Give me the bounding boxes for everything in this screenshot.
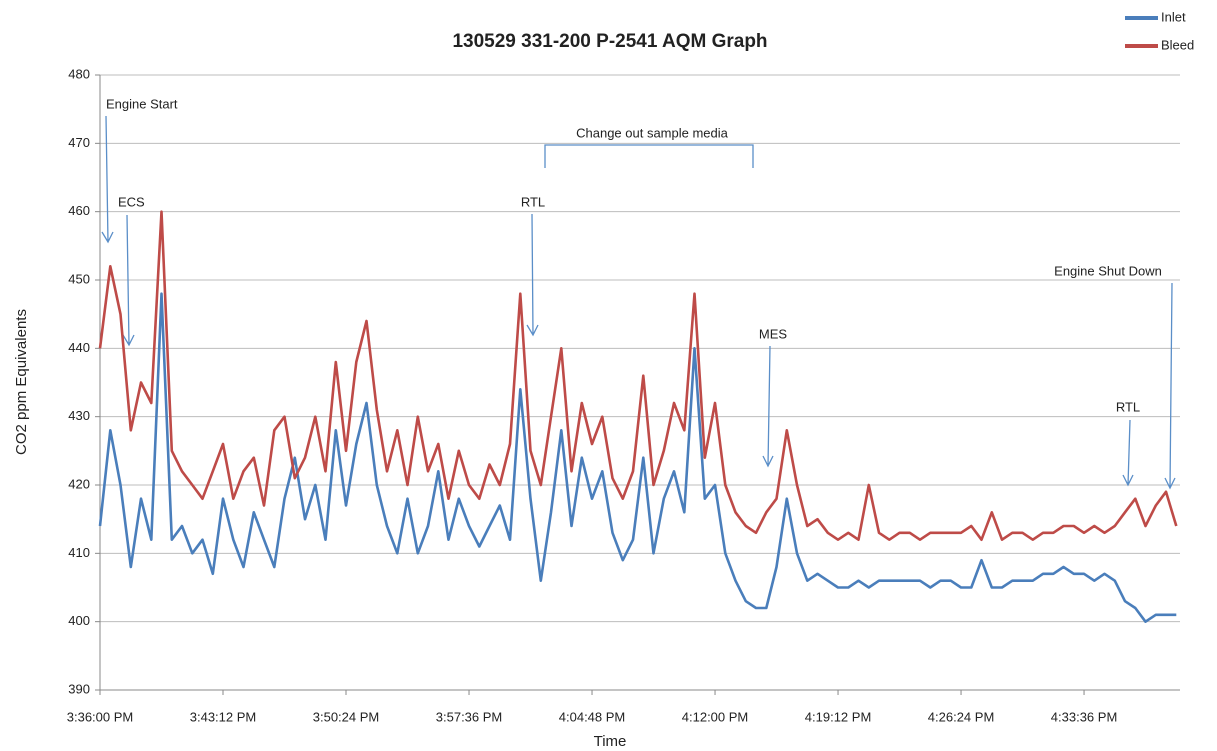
annotation-arrow <box>122 214 135 347</box>
annotation: RTL <box>521 194 545 209</box>
annotation: Change out sample media <box>576 125 729 140</box>
annotation: ECS <box>118 194 145 209</box>
y-tick-label: 420 <box>68 476 90 491</box>
line-series <box>98 210 1178 541</box>
x-tick-label: 4:04:48 PM <box>559 709 626 724</box>
annotation: MES <box>759 326 788 341</box>
y-tick-label: 390 <box>68 681 90 696</box>
y-tick-label: 460 <box>68 203 90 218</box>
annotation: Engine Start <box>106 96 178 111</box>
x-tick-label: 4:33:36 PM <box>1051 709 1118 724</box>
x-tick-label: 4:19:12 PM <box>805 709 872 724</box>
y-axis-label: CO2 ppm Equivalents <box>13 309 30 455</box>
legend-label: Bleed <box>1161 37 1194 52</box>
annotation-arrow <box>101 115 114 244</box>
x-tick-label: 4:26:24 PM <box>928 709 995 724</box>
y-tick-label: 410 <box>68 545 90 560</box>
y-tick-label: 440 <box>68 340 90 355</box>
y-tick-label: 470 <box>68 135 90 150</box>
x-tick-label: 3:43:12 PM <box>190 709 257 724</box>
line-series <box>98 292 1177 623</box>
y-tick-label: 480 <box>68 66 90 81</box>
legend-label: Inlet <box>1161 9 1186 24</box>
x-tick-label: 4:12:00 PM <box>682 709 749 724</box>
annotation-arrow <box>762 345 774 468</box>
annotation: RTL <box>1116 399 1140 414</box>
y-tick-label: 430 <box>68 408 90 423</box>
annotation-arrow <box>1164 282 1176 490</box>
x-tick-label: 3:36:00 PM <box>67 709 134 724</box>
annotation-arrow <box>1122 419 1134 487</box>
y-tick-label: 450 <box>68 271 90 286</box>
chart-title: 130529 331-200 P-2541 AQM Graph <box>452 31 767 52</box>
annotation-bracket <box>544 144 754 168</box>
y-tick-label: 400 <box>68 613 90 628</box>
annotation-arrow <box>526 213 539 337</box>
annotations: Engine Start ECS RTL Change out sample m… <box>101 96 1176 490</box>
x-axis-label: Time <box>594 733 627 750</box>
x-tick-label: 3:57:36 PM <box>436 709 503 724</box>
x-tick-label: 3:50:24 PM <box>313 709 380 724</box>
annotation: Engine Shut Down <box>1054 263 1162 278</box>
